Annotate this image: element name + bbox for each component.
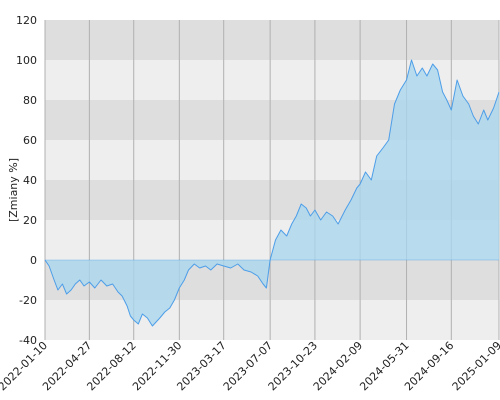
y-tick-label-60: 60 (23, 134, 37, 147)
y-tick-label-100: 100 (16, 54, 37, 67)
x-tick-labels: 2022-01-102022-04-272022-08-122022-11-30… (0, 339, 500, 393)
y-axis-title: [Zmiany %] (7, 158, 20, 222)
series-group (44, 59, 500, 327)
x-tick-label-2025-01-09: 2025-01-09 (450, 339, 500, 393)
band-100-to-120 (45, 20, 499, 60)
y-tick-labels: -40 -20 0 20 40 60 80 100 120 (16, 14, 37, 347)
y-tick-label-80: 80 (23, 94, 37, 107)
y-tick-label--20: -20 (19, 294, 37, 307)
y-tick-label-20: 20 (23, 214, 37, 227)
y-tick-label-40: 40 (23, 174, 37, 187)
band--40-to--20 (45, 300, 499, 340)
y-tick-label-120: 120 (16, 14, 37, 27)
series-area-fill (45, 60, 499, 326)
y-tick-label-0: 0 (30, 254, 37, 267)
y-tick-label--40: -40 (19, 334, 37, 347)
series-line (44, 59, 500, 327)
